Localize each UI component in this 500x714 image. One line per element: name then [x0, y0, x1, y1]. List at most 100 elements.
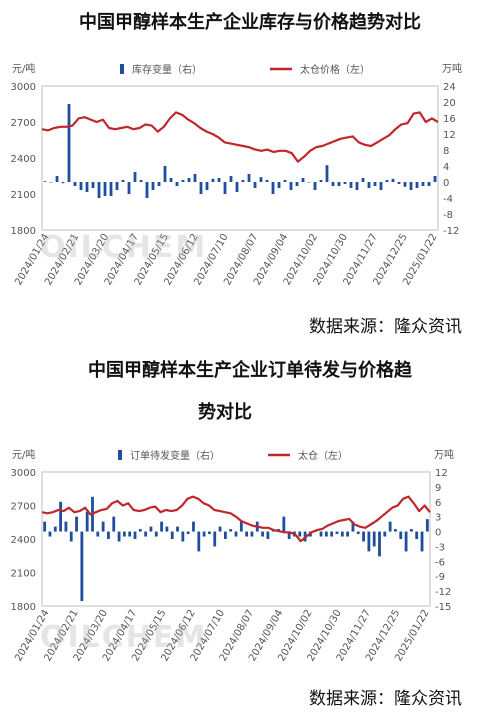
- bar: [67, 104, 71, 182]
- chart2-title-line2: 势对比: [198, 402, 252, 423]
- bar: [330, 531, 334, 537]
- bar: [85, 511, 89, 532]
- bar: [160, 521, 163, 532]
- price-line: [41, 495, 431, 543]
- bar: [394, 529, 397, 532]
- bar: [48, 531, 52, 537]
- bar: [138, 529, 142, 532]
- bar: [362, 531, 365, 542]
- bar: [133, 531, 137, 539]
- bar: [154, 531, 158, 537]
- bar: [64, 521, 68, 532]
- right-tick-label: 6: [435, 498, 441, 509]
- right-tick-label: -4: [443, 194, 453, 205]
- bar: [151, 182, 155, 190]
- bar: [107, 531, 110, 539]
- left-tick-label: 2100: [11, 569, 36, 580]
- bar: [133, 172, 137, 182]
- bar: [433, 176, 437, 182]
- left-axis-unit: 元/吨: [12, 448, 35, 461]
- bar: [211, 178, 215, 182]
- bar: [205, 182, 209, 190]
- bar: [208, 531, 211, 535]
- bar: [181, 180, 185, 182]
- bar: [234, 531, 238, 537]
- bar: [301, 178, 305, 182]
- left-tick-label: 3000: [11, 82, 36, 93]
- left-tick-label: 2400: [11, 154, 36, 165]
- bar: [415, 182, 419, 188]
- bar: [223, 182, 227, 194]
- bar: [115, 182, 119, 190]
- legend-bar-swatch: [120, 64, 124, 74]
- right-tick-label: -3: [435, 542, 445, 553]
- bar: [73, 182, 77, 186]
- bar: [415, 531, 419, 539]
- bar: [80, 531, 84, 602]
- left-tick-label: 2700: [11, 118, 36, 129]
- bar: [69, 531, 73, 542]
- chart1-watermark: OILCHEM: [40, 230, 208, 265]
- bar: [97, 182, 101, 198]
- bar: [361, 178, 365, 182]
- right-axis-unit: 万吨: [434, 448, 454, 461]
- bar: [112, 516, 116, 532]
- bar: [217, 178, 221, 182]
- bar: [187, 178, 191, 182]
- bar: [53, 526, 57, 532]
- bar: [277, 182, 281, 188]
- bar: [379, 182, 383, 190]
- right-tick-label: 12: [435, 468, 448, 479]
- legend-bar-label: 订单待发变量（右）: [130, 449, 220, 462]
- bar: [121, 180, 125, 182]
- bar: [325, 165, 329, 182]
- bar: [59, 501, 63, 532]
- bar: [193, 174, 197, 182]
- bar: [109, 182, 113, 196]
- bar: [266, 531, 270, 539]
- bar: [340, 531, 344, 537]
- bar: [367, 531, 371, 552]
- plot-frame: [41, 85, 439, 231]
- left-axis-unit: 元/吨: [12, 62, 35, 75]
- left-tick-label: 3000: [11, 468, 36, 479]
- bar: [283, 180, 287, 182]
- right-tick-label: -8: [443, 210, 453, 221]
- bar: [265, 180, 269, 182]
- legend-bar-label: 库存变量（右）: [132, 63, 202, 76]
- chart1-source: 数据来源：隆众资讯: [309, 317, 462, 337]
- bar: [55, 176, 59, 182]
- bar: [175, 182, 179, 186]
- right-tick-label: -12: [443, 226, 459, 237]
- bar: [127, 182, 131, 194]
- chart1-title: 中国甲醇样本生产企业库存与价格趋势对比: [79, 12, 421, 33]
- bar: [75, 516, 78, 532]
- bar: [213, 531, 217, 547]
- bar: [397, 182, 401, 184]
- right-tick-label: 9: [435, 483, 441, 494]
- chart1-svg: 元/吨 万吨 库存变量（右） 太仓价格（左） 1800 2100 2400 2700 3000 -…: [11, 62, 462, 287]
- bar: [261, 531, 264, 537]
- bar: [163, 166, 167, 182]
- bar: [295, 182, 299, 186]
- bar: [355, 182, 359, 190]
- left-tick-label: 1800: [11, 602, 36, 613]
- right-tick-label: -12: [435, 587, 451, 598]
- bar: [202, 531, 206, 537]
- bar: [43, 521, 47, 532]
- bar: [282, 516, 286, 532]
- chart2-watermark: OILCHEM: [40, 620, 208, 655]
- bar: [314, 531, 318, 533]
- bar: [319, 180, 323, 182]
- chart2-svg: 元/吨 万吨 订单待发变量（右） 太仓（左） 1800 2100 2400 2700 3000 -…: [11, 448, 454, 663]
- bar: [253, 182, 257, 188]
- bar: [307, 182, 311, 183]
- bar: [218, 526, 222, 532]
- bar: [378, 531, 381, 557]
- bar: [351, 521, 355, 532]
- bar: [421, 182, 425, 186]
- bar: [192, 521, 195, 532]
- bar: [247, 174, 251, 182]
- bar: [139, 180, 143, 182]
- bar: [223, 531, 227, 539]
